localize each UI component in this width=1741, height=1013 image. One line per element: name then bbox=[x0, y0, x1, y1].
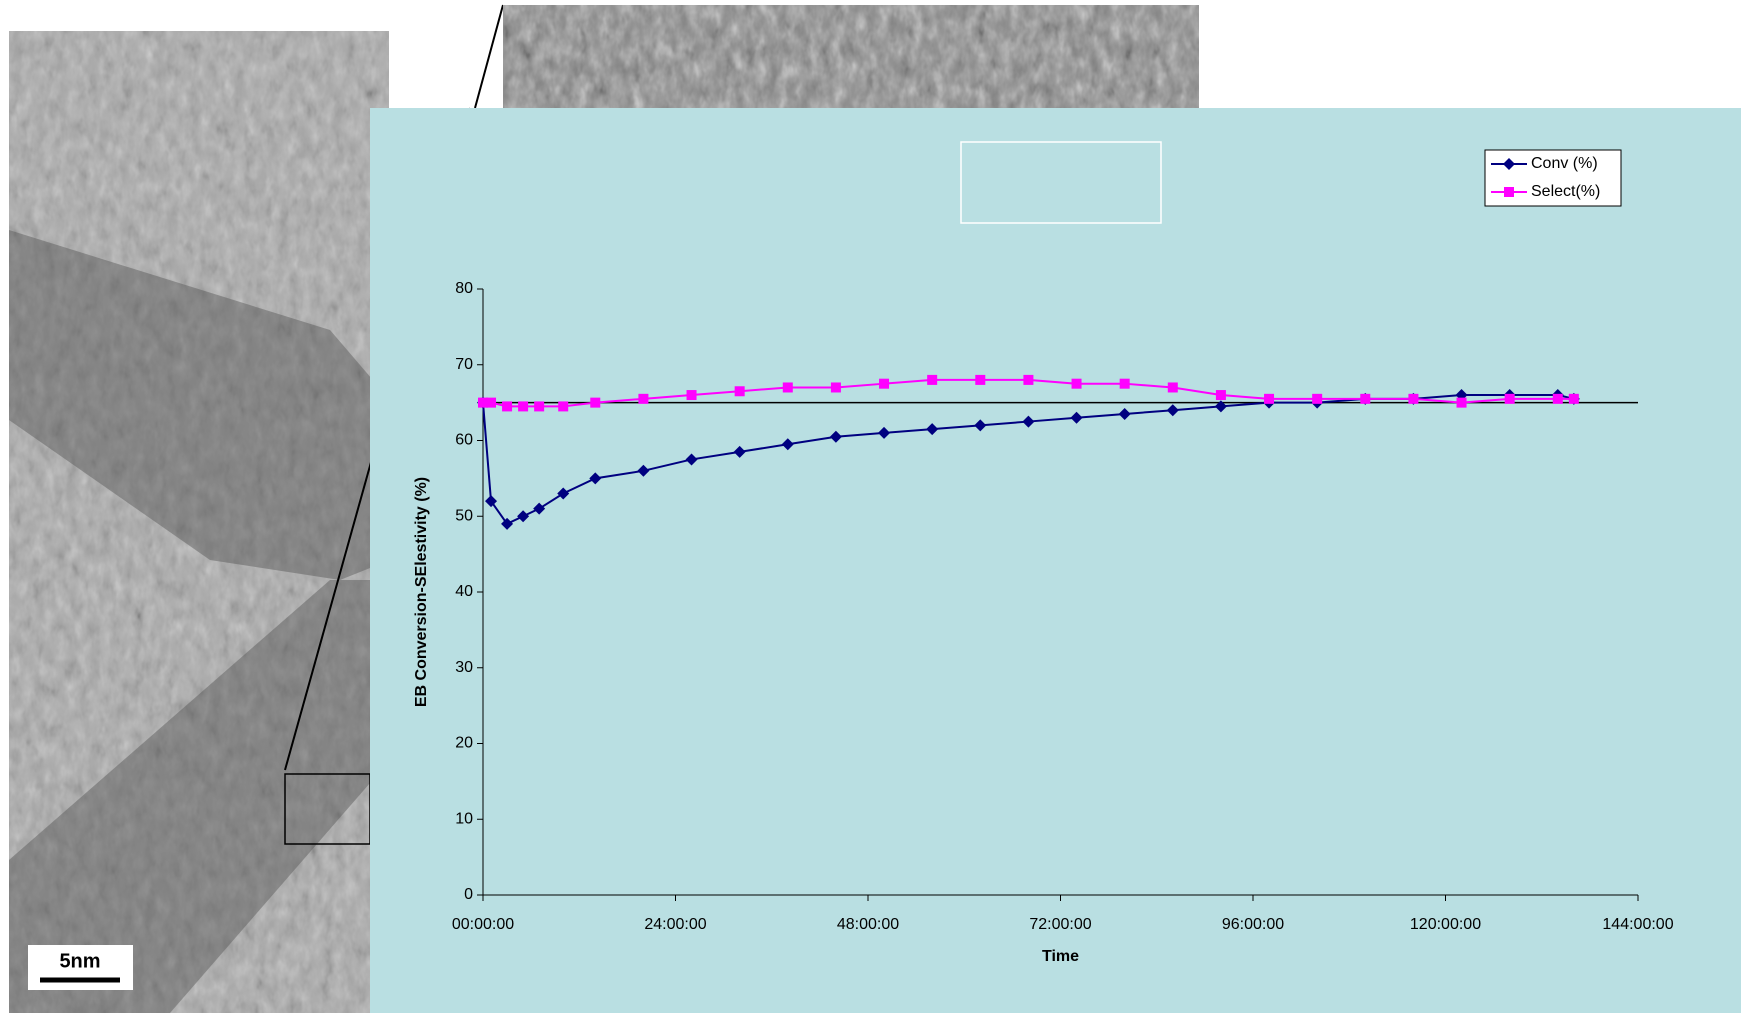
point bbox=[1568, 393, 1579, 404]
point bbox=[637, 464, 650, 477]
point bbox=[975, 374, 986, 385]
point bbox=[1166, 404, 1179, 417]
y-tick-label: 60 bbox=[455, 432, 473, 449]
x-tick-label: 96:00:00 bbox=[1222, 916, 1284, 933]
tem-zoom bbox=[503, 5, 1199, 108]
point bbox=[734, 386, 745, 397]
point bbox=[501, 517, 514, 530]
y-tick-label: 30 bbox=[455, 659, 473, 676]
point bbox=[1119, 378, 1130, 389]
point bbox=[974, 419, 987, 432]
point bbox=[829, 430, 842, 443]
chart-panel bbox=[370, 108, 1741, 1013]
legend-label: Conv (%) bbox=[1531, 155, 1598, 172]
point bbox=[1504, 393, 1515, 404]
point bbox=[1456, 397, 1467, 408]
x-tick-label: 72:00:00 bbox=[1029, 916, 1091, 933]
point bbox=[685, 453, 698, 466]
legend-marker bbox=[1504, 187, 1514, 197]
x-tick-label: 48:00:00 bbox=[837, 916, 899, 933]
x-tick-label: 00:00:00 bbox=[452, 916, 514, 933]
point bbox=[926, 423, 939, 436]
point bbox=[485, 495, 498, 508]
point bbox=[1070, 411, 1083, 424]
y-tick-label: 80 bbox=[455, 280, 473, 297]
plot: 0 10 20 30 40 50 60 70 80 00:00:00 24:00:00 48:00:0… bbox=[413, 149, 1674, 965]
point bbox=[781, 438, 794, 451]
point bbox=[1167, 382, 1178, 393]
point bbox=[590, 397, 601, 408]
x-tick-label: 120:00:00 bbox=[1410, 916, 1481, 933]
y-tick-label: 40 bbox=[455, 583, 473, 600]
point bbox=[1360, 393, 1371, 404]
y-axis-label: EB Conversion-SElestivity (%) bbox=[413, 477, 430, 707]
point bbox=[533, 502, 546, 515]
point bbox=[486, 397, 497, 408]
y-tick-label: 50 bbox=[455, 507, 473, 524]
point bbox=[1118, 407, 1131, 420]
series-line bbox=[483, 378, 1574, 408]
y-tick-label: 20 bbox=[455, 735, 473, 752]
x-tick-label: 24:00:00 bbox=[644, 916, 706, 933]
y-tick-label: 0 bbox=[464, 886, 473, 903]
point bbox=[1214, 400, 1227, 413]
point bbox=[1023, 374, 1034, 385]
point bbox=[557, 487, 570, 500]
point bbox=[830, 382, 841, 393]
point bbox=[1312, 393, 1323, 404]
empty-title-box bbox=[960, 141, 1162, 224]
y-tick-label: 10 bbox=[455, 810, 473, 827]
point bbox=[927, 374, 938, 385]
point bbox=[1408, 393, 1419, 404]
point bbox=[1022, 415, 1035, 428]
point bbox=[879, 378, 890, 389]
point bbox=[782, 382, 793, 393]
x-tick-label: 144:00:00 bbox=[1602, 916, 1673, 933]
legend-marker bbox=[1503, 158, 1515, 170]
point bbox=[878, 426, 891, 439]
x-axis-label: Time bbox=[1042, 948, 1079, 965]
point bbox=[517, 510, 530, 523]
point bbox=[558, 401, 569, 412]
point bbox=[589, 472, 602, 485]
point bbox=[502, 401, 513, 412]
point bbox=[534, 401, 545, 412]
point bbox=[686, 390, 697, 401]
point bbox=[638, 393, 649, 404]
legend-label: Select(%) bbox=[1531, 183, 1600, 200]
y-tick-label: 70 bbox=[455, 356, 473, 373]
scale-bar-label: 5nm bbox=[59, 950, 100, 972]
tem-image: 5nm bbox=[9, 4, 504, 1013]
point bbox=[1552, 393, 1563, 404]
point bbox=[733, 445, 746, 458]
point bbox=[518, 401, 529, 412]
point bbox=[1071, 378, 1082, 389]
point bbox=[1264, 393, 1275, 404]
point bbox=[1215, 390, 1226, 401]
point bbox=[478, 397, 488, 408]
